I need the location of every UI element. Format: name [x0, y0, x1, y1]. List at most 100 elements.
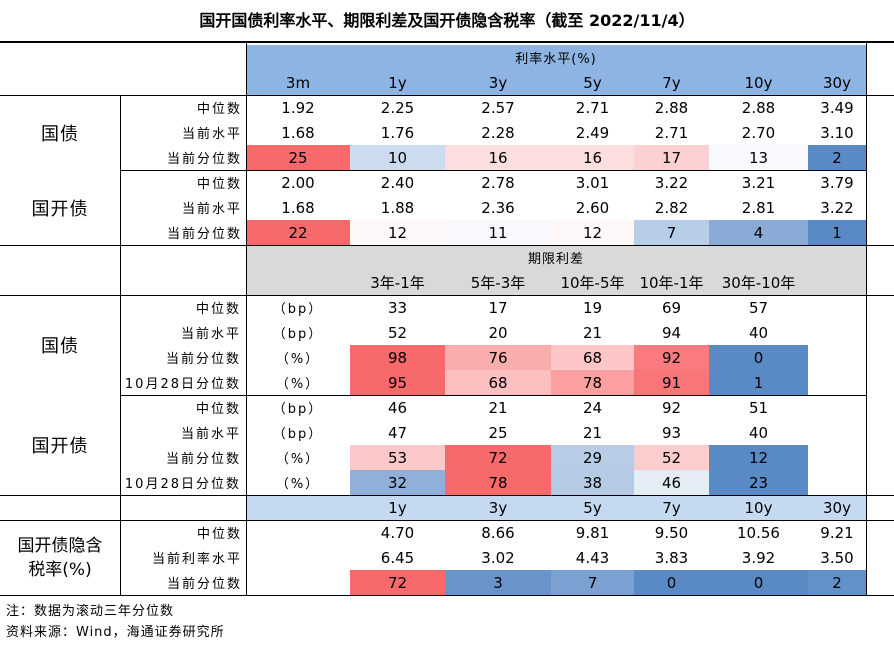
table-cell: 92	[634, 345, 709, 370]
row-label: 当前利率水平	[151, 552, 242, 567]
table-cell: 98	[350, 345, 445, 370]
table-cell: 1.68	[281, 198, 315, 217]
table-cell: 0	[709, 345, 808, 370]
table-cell: 2.70	[741, 123, 776, 142]
table-cell: 53	[350, 445, 445, 470]
table-cell: 72	[445, 445, 551, 470]
table-cell: 12	[551, 220, 634, 245]
table-cell: 3.50	[820, 548, 854, 567]
rule-top	[0, 42, 894, 43]
column-header: 5年-3年	[470, 274, 526, 292]
table-cell: 3.79	[820, 173, 854, 192]
row-label: 10月28日分位数	[124, 377, 241, 392]
table-cell: 2.71	[575, 98, 610, 117]
rule-sec2-mid	[120, 395, 866, 396]
rule-v-mid	[246, 42, 247, 595]
table-cell: 4.70	[380, 523, 415, 542]
table-cell: 1	[709, 370, 808, 395]
table-cell: 9.50	[654, 523, 689, 542]
table-cell: 16	[445, 145, 551, 170]
column-header: 3m	[285, 73, 311, 92]
row-label: 当前分位数	[165, 452, 241, 467]
table-cell: 23	[709, 470, 808, 495]
row-label: 当前分位数	[166, 152, 242, 167]
column-header: 3年-1年	[370, 274, 425, 292]
row-label: 中位数	[196, 177, 242, 192]
table-cell: 95	[350, 370, 445, 395]
table-cell: 2	[808, 145, 866, 170]
table-cell: 3.83	[654, 548, 689, 567]
table-cell: 2.28	[481, 123, 515, 142]
table-cell: 3.22	[654, 173, 689, 192]
rule-sec1-end	[0, 245, 894, 246]
table-cell: 2.71	[654, 123, 689, 142]
table-cell: 16	[551, 145, 634, 170]
section-header: 期限利差	[527, 252, 584, 267]
table-cell: 92	[661, 398, 682, 417]
column-header: 5y	[583, 498, 602, 517]
table-cell: 17	[488, 298, 508, 317]
table-cell: 93	[661, 423, 682, 442]
table-cell: 46	[387, 398, 408, 417]
table-cell: 2.36	[481, 198, 515, 217]
table-cell: 3.92	[741, 548, 776, 567]
table-cell: 0	[634, 570, 709, 595]
table-cell: 11	[445, 220, 551, 245]
table-cell: 3.02	[481, 548, 515, 567]
table-cell: 91	[634, 370, 709, 395]
footnote: 注：数据为滚动三年分位数	[6, 604, 175, 619]
table-cell: 24	[582, 398, 603, 417]
column-header: 1y	[388, 498, 407, 517]
table-cell: 1.76	[380, 123, 415, 142]
column-header: 3y	[488, 498, 508, 517]
table-cell: 21	[582, 423, 603, 442]
table-cell: 68	[551, 345, 634, 370]
rule-sec2-end	[0, 495, 894, 496]
table-cell: 7	[634, 220, 709, 245]
table-cell: 32	[350, 470, 445, 495]
column-header: 1y	[388, 73, 407, 92]
section-header-band	[246, 245, 866, 295]
table-cell: 52	[634, 445, 709, 470]
table-cell: 69	[661, 298, 682, 317]
table-cell: 3.10	[820, 123, 854, 142]
column-header: 10年-5年	[560, 274, 625, 292]
table-cell: 2.78	[481, 173, 515, 192]
table-cell: 17	[634, 145, 709, 170]
table-cell: 76	[445, 345, 551, 370]
table-cell: 2.57	[481, 98, 515, 117]
table-cell: 2.25	[380, 98, 415, 117]
table-cell: 10.56	[737, 523, 780, 542]
table-cell: 33	[387, 298, 408, 317]
row-unit: （%）	[275, 377, 321, 392]
table-cell: 3.22	[820, 198, 854, 217]
rule-v-right	[866, 42, 867, 595]
table-cell: 9.81	[575, 523, 610, 542]
row-unit: （%）	[275, 452, 321, 467]
row-label: 当前分位数	[165, 352, 241, 367]
row-label: 当前分位数	[166, 577, 242, 592]
column-header: 30y	[823, 73, 851, 92]
table-cell: 46	[634, 470, 709, 495]
page-title: 国开国债利率水平、期限利差及国开债隐含税率（截至 2022/11/4）	[0, 0, 894, 42]
table-cell: 6.45	[380, 548, 415, 567]
table-cell: 2.82	[654, 198, 689, 217]
row-label: 当前水平	[181, 127, 242, 142]
table-cell: 78	[551, 370, 634, 395]
row-unit: （bp）	[272, 327, 324, 342]
row-label: 中位数	[195, 402, 241, 417]
table-cell: 9.21	[820, 523, 854, 542]
group-label: 国债	[41, 123, 79, 145]
table-cell: 29	[551, 445, 634, 470]
table-cell: 0	[709, 570, 808, 595]
table-cell: 40	[748, 323, 769, 342]
section-header-band	[246, 495, 866, 520]
column-header: 7y	[662, 498, 681, 517]
table-cell: 4.43	[575, 548, 610, 567]
column-header: 7y	[662, 73, 681, 92]
section-header: 利率水平(%)	[515, 52, 597, 67]
table-cell: 78	[445, 470, 551, 495]
table-cell: 2.60	[575, 198, 610, 217]
table-cell: 3.01	[575, 173, 610, 192]
source-note: 资料来源：Wind，海通证券研究所	[6, 625, 225, 640]
